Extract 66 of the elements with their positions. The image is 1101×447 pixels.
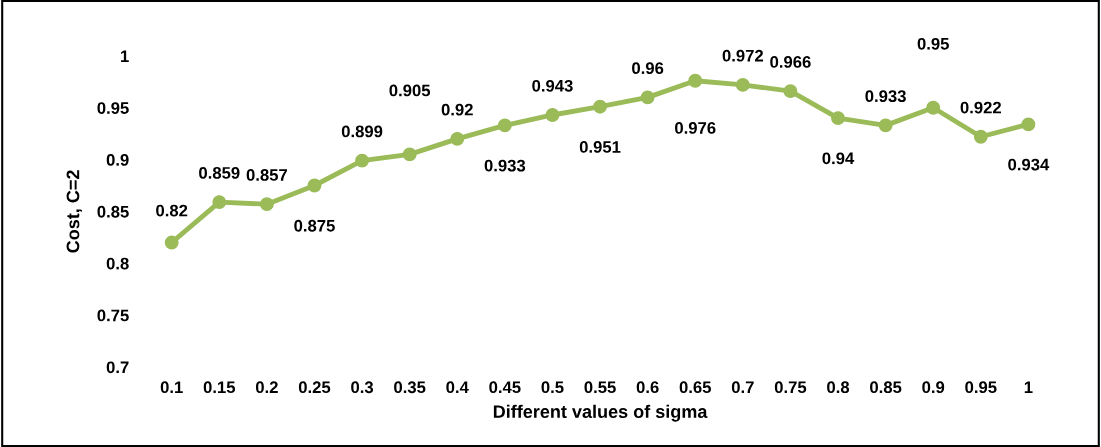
x-tick-label: 0.15: [203, 381, 236, 394]
data-label: 0.951: [579, 141, 621, 153]
data-label: 0.966: [770, 56, 811, 68]
x-tick-label: 0.1: [160, 381, 183, 394]
data-label: 0.934: [1008, 158, 1050, 171]
y-tick-label: 0.7: [106, 361, 129, 374]
x-tick-label: 0.85: [870, 381, 902, 394]
point: [307, 178, 322, 193]
point: [831, 111, 845, 126]
data-label: 0.933: [484, 159, 526, 172]
point: [259, 197, 274, 212]
data-label: 0.933: [865, 90, 906, 103]
point: [450, 131, 465, 146]
point: [640, 90, 655, 105]
x-tick-label: 0.2: [255, 381, 278, 394]
y-axis-title: Cost, C=2: [66, 170, 82, 253]
point: [688, 73, 703, 88]
y-tick-label: 0.85: [97, 205, 129, 218]
point: [545, 108, 560, 122]
point: [402, 147, 417, 162]
point: [783, 84, 798, 99]
x-tick-label: 0.3: [351, 381, 374, 394]
x-tick-label: 0.6: [636, 381, 659, 394]
data-label: 0.857: [246, 169, 287, 181]
x-tick-label: 1: [1024, 381, 1033, 393]
data-label: 0.922: [960, 101, 1001, 114]
data-label: 0.943: [532, 79, 573, 92]
data-label: 0.82: [156, 204, 188, 217]
x-tick-label: 0.5: [541, 381, 564, 394]
point: [1021, 117, 1036, 132]
point: [497, 118, 512, 133]
x-tick-label: 0.7: [731, 381, 754, 394]
y-tick-label: 0.75: [97, 309, 129, 322]
x-tick-label: 0.65: [679, 381, 711, 394]
point: [212, 195, 227, 210]
point: [355, 153, 370, 168]
y-tick-label: 0.8: [106, 257, 129, 270]
x-tick-label: 0.4: [446, 381, 469, 394]
x-tick-label: 0.8: [827, 381, 850, 394]
x-tick-label: 0.45: [489, 381, 521, 394]
data-label: 0.899: [341, 125, 383, 138]
x-tick-label: 0.75: [774, 381, 807, 394]
data-label: 0.94: [822, 152, 855, 165]
x-axis-title: Different values of sigma: [493, 404, 708, 422]
data-label: 0.976: [675, 122, 716, 134]
point: [593, 99, 607, 114]
point: [164, 235, 179, 250]
x-tick-label: 0.95: [965, 381, 997, 394]
y-tick-label: 0.95: [97, 102, 129, 114]
point: [735, 77, 750, 92]
x-tick-label: 0.55: [584, 381, 616, 394]
x-tick-label: 0.25: [298, 381, 331, 394]
data-label: 0.95: [917, 37, 949, 50]
y-tick-label: 1: [121, 50, 129, 62]
point: [878, 118, 893, 133]
data-label: 0.859: [199, 166, 240, 179]
x-tick-label: 0.35: [394, 381, 426, 394]
data-label: 0.905: [389, 84, 431, 97]
point: [926, 100, 941, 115]
data-label: 0.972: [722, 49, 764, 62]
x-tick-label: 0.9: [922, 381, 945, 394]
point: [973, 129, 988, 144]
y-tick-label: 0.9: [106, 153, 129, 166]
data-label: 0.92: [441, 103, 473, 116]
data-label: 0.96: [632, 62, 664, 75]
data-label: 0.875: [294, 219, 335, 232]
